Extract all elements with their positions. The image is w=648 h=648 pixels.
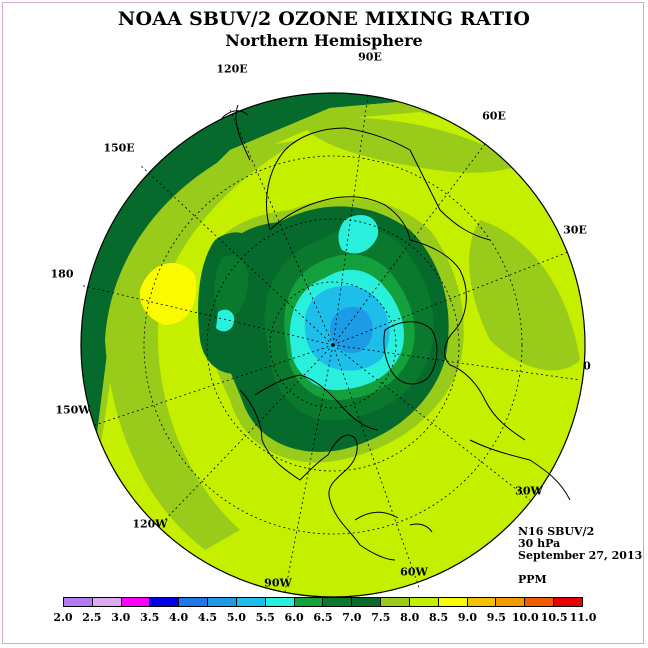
colorbar-tick-label: 10.5 [540, 611, 568, 624]
lon-label-120e: 120E [216, 62, 248, 76]
colorbar-tick-label: 6.5 [313, 611, 333, 624]
lon-label-150e: 150E [103, 141, 135, 155]
lon-label-150w: 150W [55, 403, 91, 417]
date-label: September 27, 2013 [518, 549, 643, 562]
graticule [79, 94, 581, 593]
units-label: PPM [518, 573, 547, 586]
colorbar-bin [121, 598, 151, 606]
colorbar-tick-label: 5.5 [255, 611, 275, 624]
ozone-field [81, 93, 585, 597]
colorbar-bin [179, 598, 209, 606]
colorbar-bin [467, 598, 497, 606]
lon-label-120w: 120W [132, 517, 168, 531]
colorbar-tick-label: 8.5 [428, 611, 449, 624]
colorbar-bin [150, 598, 180, 606]
lon-label-30w: 30W [515, 484, 543, 498]
colorbar [63, 597, 583, 607]
colorbar-tick-label: 3.0 [111, 611, 131, 624]
colorbar-bin [409, 598, 439, 606]
colorbar-tick-label: 3.5 [140, 611, 160, 624]
colorbar-bin [265, 598, 295, 606]
lon-label-30e: 30E [563, 223, 587, 237]
map-title: NOAA SBUV/2 OZONE MIXING RATIO [117, 8, 531, 30]
colorbar-bin [438, 598, 468, 606]
colorbar-bin [554, 598, 582, 606]
colorbar-bin [496, 598, 526, 606]
colorbar-tick-label: 9.0 [457, 611, 478, 624]
colorbar-tick-label: 2.0 [53, 611, 73, 624]
coastlines [221, 104, 571, 561]
colorbar-bin [525, 598, 555, 606]
colorbar-tick-label: 5.0 [226, 611, 246, 624]
instrument-label: N16 SBUV/2 [518, 525, 595, 538]
map-subtitle: Northern Hemisphere [225, 31, 423, 50]
colorbar-bin [294, 598, 324, 606]
lon-label-90w: 90W [264, 576, 292, 590]
colorbar-tick-label: 4.0 [168, 611, 189, 624]
lon-label-60e: 60E [482, 109, 506, 123]
lon-label-90e: 90E [358, 50, 382, 64]
colorbar-tick-label: 9.5 [486, 611, 506, 624]
colorbar-bin [92, 598, 122, 606]
colorbar-bin [64, 598, 93, 606]
colorbar-tick-label: 4.5 [197, 611, 218, 624]
colorbar-bin [236, 598, 266, 606]
lon-label-60w: 60W [400, 565, 428, 579]
colorbar-tick-label: 7.5 [371, 611, 391, 624]
colorbar-bin [208, 598, 237, 606]
colorbar-tick-label: 10.0 [511, 611, 539, 624]
colorbar-tick-label: 6.0 [284, 611, 304, 624]
colorbar-bin [352, 598, 382, 606]
colorbar-tick-label: 11.0 [569, 611, 597, 624]
lon-label-0: 0 [583, 359, 591, 373]
colorbar-bin [381, 598, 410, 606]
colorbar-tick-label: 8.0 [400, 611, 420, 624]
colorbar-bin [323, 598, 353, 606]
lon-label-180: 180 [50, 267, 74, 281]
pressure-level-label: 30 hPa [518, 537, 561, 550]
colorbar-tick-label: 7.0 [342, 611, 362, 624]
colorbar-tick-label: 2.5 [82, 611, 102, 624]
